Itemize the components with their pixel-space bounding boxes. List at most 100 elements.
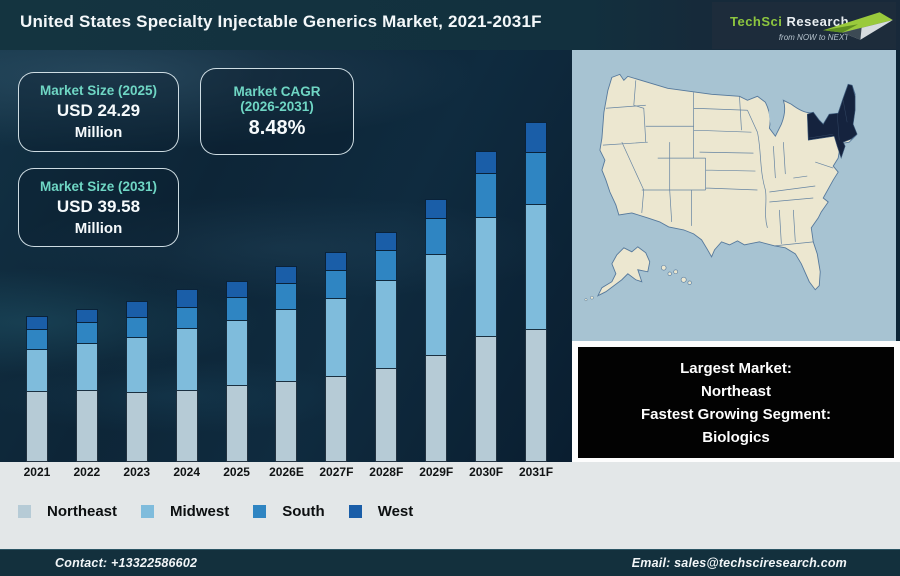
market-cagr-label: Market CAGR (2026-2031) [233,83,321,114]
callout-line-3: Biologics [702,428,770,446]
segment-midwest-2031F [525,205,548,330]
x-axis-label-2023: 2023 [123,465,151,479]
bar-slot-2030F [461,122,511,462]
hawaii [661,265,692,285]
bar-slot-2031F [511,122,561,462]
bar-slot-2023 [112,122,162,462]
us-map-northeast-highlight [584,73,858,302]
legend-label-northeast: Northeast [47,503,118,520]
market-size-2025-unit: Million [74,124,123,141]
stacked-bar-2026E [275,266,298,462]
callout-line-2: Fastest Growing Segment: [640,405,832,423]
legend-item-west: West [348,503,414,520]
x-axis-label-2021: 2021 [23,465,51,479]
segment-south-2028F [375,251,398,281]
segment-northeast-2023 [125,393,148,462]
stacked-bar-2029F [425,199,448,462]
bar-slot-2025 [212,122,262,462]
logo-wordmark: TechSci Research from NOW to NEXT [730,15,849,44]
segment-south-2026E [275,284,298,310]
segment-west-2030F [475,151,498,174]
x-axis-label-2025: 2025 [223,465,250,479]
market-size-2031-unit: Million [74,219,123,237]
stacked-bar-2030F [475,151,498,462]
bar-slot-2024 [162,122,212,462]
segment-northeast-2029F [425,356,448,462]
segment-south-2021 [25,330,48,350]
legend-label-west: West [377,503,414,520]
segment-midwest-2024 [175,329,198,391]
x-axis-label-2027F: 2027F [319,465,354,479]
segment-south-2029F [425,219,448,255]
segment-northeast-2030F [475,337,498,462]
segment-south-2024 [175,308,198,329]
bar-slot-2022 [62,122,112,462]
segment-south-2030F [475,174,498,218]
bar-slot-2027F [311,122,361,462]
x-axis-label-2029F: 2029F [419,465,454,479]
segment-midwest-2030F [475,218,498,337]
segment-south-2023 [125,318,148,338]
legend-swatch-midwest [141,505,155,518]
stacked-bar-2023 [125,301,148,462]
segment-south-2025 [225,298,248,321]
logo-tagline: from NOW to NEXT [778,33,850,42]
segment-midwest-2023 [125,338,148,393]
x-axis-labels: 2021 2022 2023 2024 2025 2026E 2027F 2028F 2029F… [12,465,561,479]
techsci-logo: TechSci Research from NOW to NEXT [712,2,896,49]
stacked-bar-2031F [525,122,548,462]
market-cagr-box: Market CAGR (2026-2031) 8.48% [200,68,354,155]
market-size-2025-value: USD 24.29 [56,101,141,120]
segment-south-2022 [75,323,98,344]
market-size-2025-label: Market Size (2025) [39,83,158,98]
stacked-bar-2025 [225,281,248,462]
segment-midwest-2028F [375,281,398,369]
stacked-bar-2024 [175,289,198,462]
segment-west-2026E [275,266,298,284]
callout-line-1: Northeast [700,382,771,400]
segment-west-2031F [525,122,548,153]
legend-swatch-west [348,505,362,518]
x-axis-label-2028F: 2028F [369,465,404,479]
legend-item-northeast: Northeast [18,503,117,520]
segment-midwest-2022 [75,344,98,391]
page-title: United States Specialty Injectable Gener… [20,12,542,31]
segment-south-2027F [325,271,348,299]
contact-email: Email: sales@techsciresearch.com [631,556,847,570]
x-axis-label-2031F: 2031F [519,465,554,479]
contact-phone: Contact: +13322586602 [55,556,198,570]
alaska [596,246,651,297]
stacked-bar-chart [12,122,561,462]
chart-panel: Market Size (2025) USD 24.29 Million Mar… [0,50,572,462]
segment-northeast-2021 [25,392,48,462]
market-size-2025-box: Market Size (2025) USD 24.29 Million [18,72,179,152]
stacked-bar-2022 [75,309,98,462]
market-size-2031-box: Market Size (2031) USD 39.58 Million [18,168,179,247]
us-map-panel [572,50,896,341]
segment-midwest-2027F [325,299,348,377]
segment-west-2027F [325,252,348,271]
stacked-bar-2027F [325,252,348,462]
bar-slot-2028F [361,122,411,462]
stacked-bar-2021 [25,316,48,462]
segment-northeast-2025 [225,386,248,462]
legend-label-south: South [282,503,325,520]
bar-slot-2029F [411,122,461,462]
segment-northeast-2026E [275,382,298,462]
segment-west-2022 [75,309,98,323]
legend-label-midwest: Midwest [170,503,230,520]
legend-strip: 2021 2022 2023 2024 2025 2026E 2027F 2028F 2029F… [0,462,900,549]
segment-midwest-2025 [225,321,248,386]
legend-swatch-south [253,505,267,518]
largest-market-callout: Largest Market: Northeast Fastest Growing … [578,347,894,458]
segment-west-2023 [125,301,148,318]
x-axis-label-2026E: 2026E [269,465,304,479]
market-size-2031-value: USD 39.58 [56,196,141,216]
northeast-region-highlight [806,83,858,160]
paper-plane-arrow-icon [823,12,893,40]
legend-item-midwest: Midwest [141,503,229,520]
market-cagr-value: 8.48% [248,116,306,139]
northeast-internal-borders [808,100,848,141]
x-axis-label-2022: 2022 [73,465,101,479]
segment-northeast-2027F [325,377,348,462]
